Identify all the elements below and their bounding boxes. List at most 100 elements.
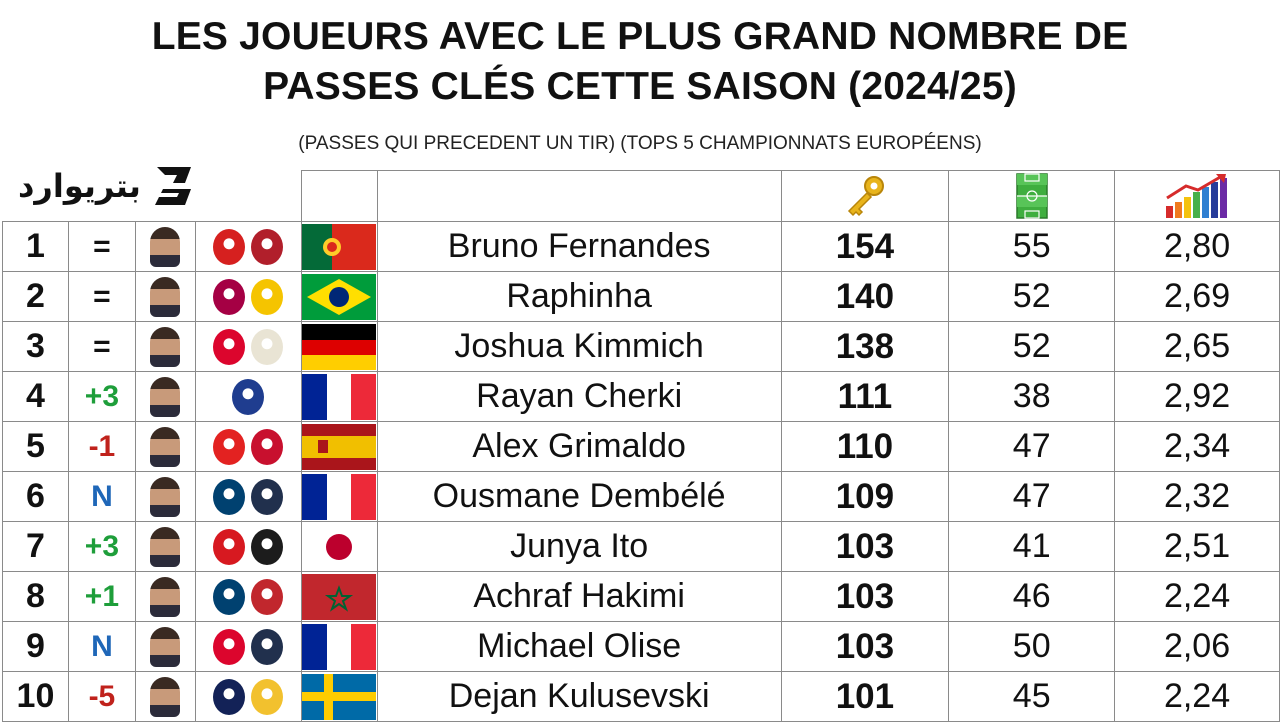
ratio-cell: 2,65	[1114, 321, 1280, 372]
ranking-table: 1 = Bruno Fernandes 154 55 2,80 2 = Raphinha 140 5…	[2, 170, 1280, 722]
club-badges-cell	[194, 221, 302, 272]
player-photo-cell	[134, 421, 196, 472]
nation-flag-cell	[300, 221, 378, 272]
club-badges-cell	[194, 471, 302, 522]
matches-cell: 46	[948, 571, 1116, 622]
ratio-cell: 2,80	[1114, 221, 1280, 272]
rank-cell: 3	[2, 321, 69, 372]
key-passes-cell: 138	[780, 321, 950, 372]
club-badge-icon	[213, 678, 246, 715]
player-photo-cell	[134, 521, 196, 572]
table-row: 3 = Joshua Kimmich 138 52 2,65	[2, 321, 1280, 372]
morocco-flag-icon	[302, 573, 377, 620]
table-row: 6 N Ousmane Dembélé 109 47 2,32	[2, 471, 1280, 522]
player-avatar	[150, 476, 181, 517]
player-photo-cell	[134, 371, 196, 422]
club-badges-cell	[194, 571, 302, 622]
rank-cell: 2	[2, 271, 69, 322]
club-badge-icon	[213, 278, 246, 315]
player-name-cell: Joshua Kimmich	[376, 321, 782, 372]
table-row: 9 N Michael Olise 103 50 2,06	[2, 621, 1280, 672]
key-passes-cell: 111	[780, 371, 950, 422]
club-badge-icon	[251, 578, 284, 615]
rank-change-cell: N	[67, 621, 136, 672]
rank-change-cell: N	[67, 471, 136, 522]
club-badges-cell	[194, 421, 302, 472]
matches-cell: 45	[948, 671, 1116, 722]
header-ratio	[1114, 170, 1280, 222]
club-badge-icon	[213, 428, 246, 465]
table-row: 1 = Bruno Fernandes 154 55 2,80	[2, 221, 1280, 272]
nation-flag-cell	[300, 621, 378, 672]
club-badge-icon	[251, 278, 284, 315]
player-name-cell: Dejan Kulusevski	[376, 671, 782, 722]
key-passes-cell: 154	[780, 221, 950, 272]
nation-flag-cell	[300, 321, 378, 372]
rank-change-cell: +1	[67, 571, 136, 622]
rank-change-cell: +3	[67, 521, 136, 572]
player-avatar	[150, 376, 181, 417]
player-avatar	[150, 626, 181, 667]
nation-flag-cell	[300, 671, 378, 722]
table-row: 2 = Raphinha 140 52 2,69	[2, 271, 1280, 322]
rank-cell: 9	[2, 621, 69, 672]
matches-cell: 50	[948, 621, 1116, 672]
key-passes-cell: 103	[780, 571, 950, 622]
nation-flag-cell	[300, 521, 378, 572]
brand-logo-text: بتريوارد	[18, 167, 141, 205]
rank-cell: 5	[2, 421, 69, 472]
title-line-1: LES JOUEURS AVEC LE PLUS GRAND NOMBRE DE	[151, 15, 1129, 58]
ratio-cell: 2,24	[1114, 571, 1280, 622]
club-badges-cell	[194, 671, 302, 722]
rank-change-cell: -5	[67, 671, 136, 722]
nation-flag-cell	[300, 371, 378, 422]
key-passes-cell: 140	[780, 271, 950, 322]
rank-cell: 10	[2, 671, 69, 722]
sweden-flag-icon	[302, 673, 377, 720]
nation-flag-cell	[300, 571, 378, 622]
club-badge-icon	[251, 528, 284, 565]
table-row: 5 -1 Alex Grimaldo 110 47 2,34	[2, 421, 1280, 472]
club-badge-icon	[213, 228, 246, 265]
club-badge-icon	[251, 328, 284, 365]
table-row: 4 +3 Rayan Cherki 111 38 2,92	[2, 371, 1280, 422]
header-matches	[948, 170, 1116, 222]
nation-flag-cell	[300, 471, 378, 522]
ratio-cell: 2,34	[1114, 421, 1280, 472]
club-badge-icon	[213, 628, 246, 665]
player-photo-cell	[134, 221, 196, 272]
club-badges-cell	[194, 321, 302, 372]
table-header-row	[2, 170, 1280, 222]
player-photo-cell	[134, 321, 196, 372]
player-avatar	[150, 426, 181, 467]
player-photo-cell	[134, 571, 196, 622]
rank-cell: 4	[2, 371, 69, 422]
nation-flag-cell	[300, 271, 378, 322]
page-title: LES JOUEURS AVEC LE PLUS GRAND NOMBRE DE…	[0, 12, 1280, 112]
matches-cell: 52	[948, 321, 1116, 372]
key-passes-cell: 103	[780, 521, 950, 572]
matches-cell: 47	[948, 421, 1116, 472]
player-avatar	[150, 676, 181, 717]
matches-cell: 47	[948, 471, 1116, 522]
rank-change-cell: =	[67, 271, 136, 322]
club-badge-icon	[251, 428, 284, 465]
club-badge-icon	[232, 378, 265, 415]
club-badge-icon	[251, 678, 284, 715]
club-badges-cell	[194, 271, 302, 322]
matches-cell: 52	[948, 271, 1116, 322]
player-avatar	[150, 326, 181, 367]
ratio-cell: 2,24	[1114, 671, 1280, 722]
player-avatar	[150, 526, 181, 567]
key-icon	[847, 176, 884, 217]
player-avatar	[150, 276, 181, 317]
rank-cell: 8	[2, 571, 69, 622]
club-badge-icon	[251, 228, 284, 265]
player-name-cell: Bruno Fernandes	[376, 221, 782, 272]
player-name-cell: Michael Olise	[376, 621, 782, 672]
title-line-2: PASSES CLÉS CETTE SAISON (2024/25)	[263, 65, 1017, 108]
key-passes-cell: 109	[780, 471, 950, 522]
brand-logo-mark-icon	[154, 167, 191, 205]
ratio-cell: 2,06	[1114, 621, 1280, 672]
key-passes-cell: 103	[780, 621, 950, 672]
